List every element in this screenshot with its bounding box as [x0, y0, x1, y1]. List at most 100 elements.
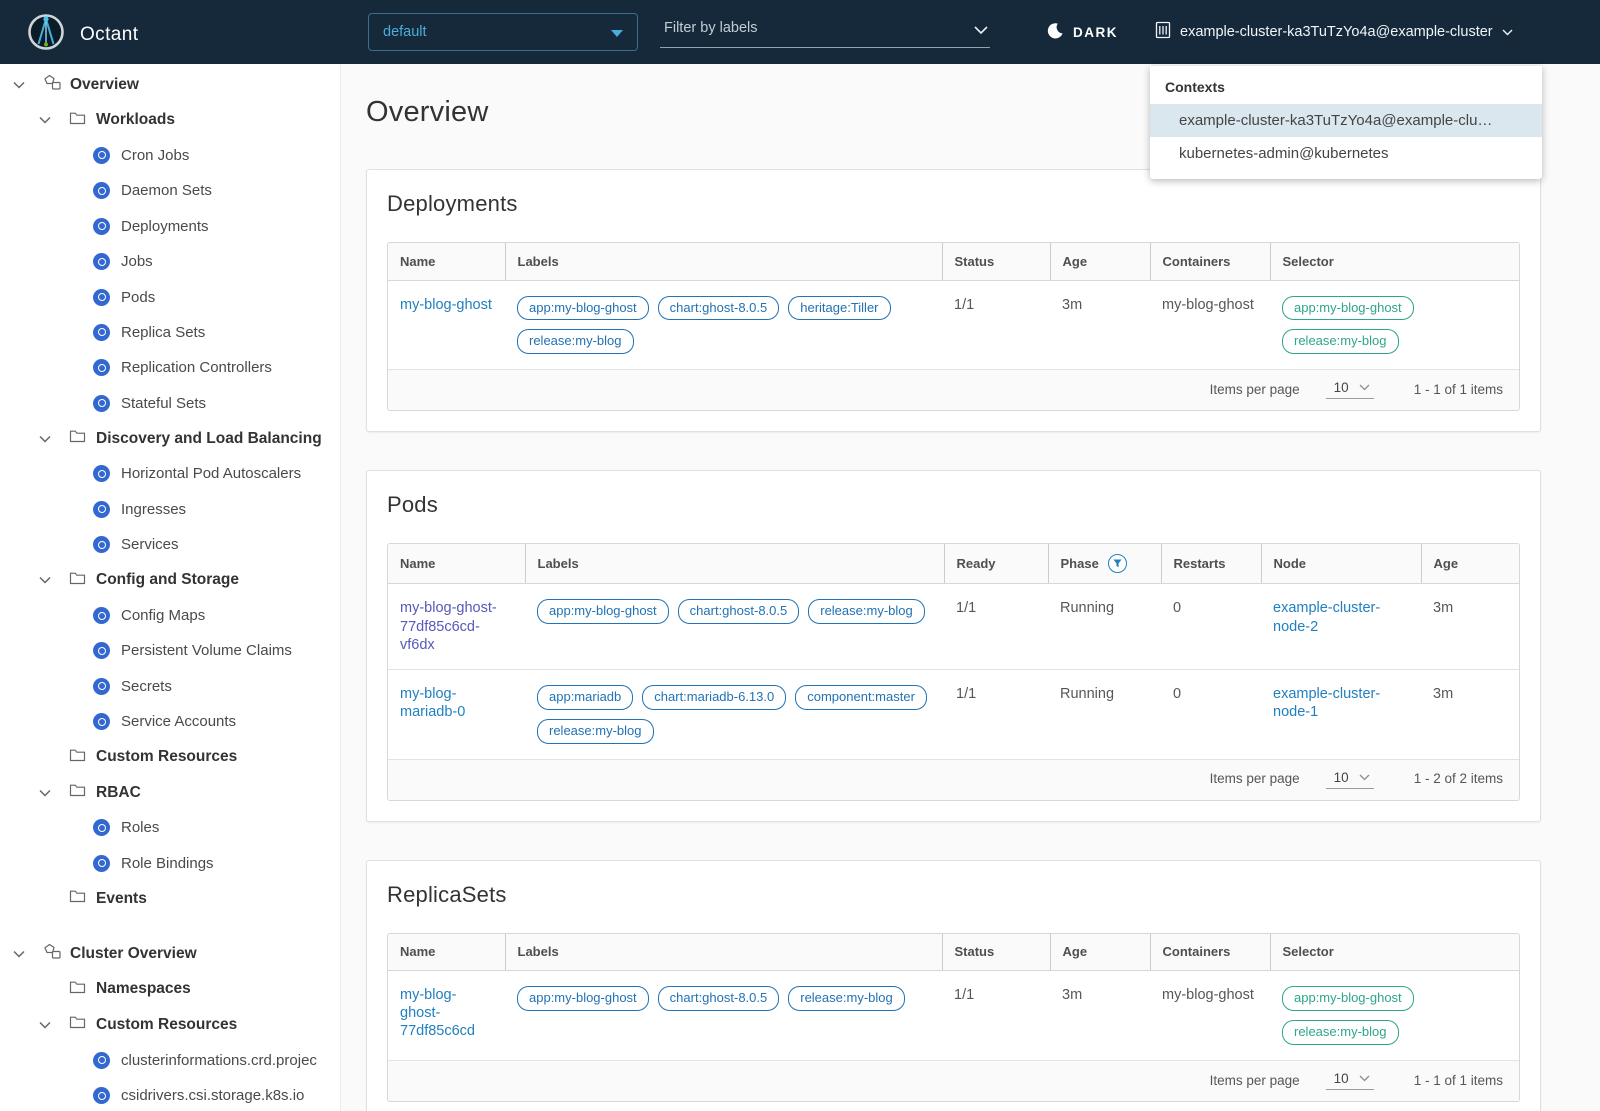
- column-header[interactable]: Node: [1260, 544, 1421, 585]
- column-header[interactable]: Labels: [524, 544, 944, 585]
- label-pill[interactable]: release:my-blog: [808, 599, 925, 625]
- column-header[interactable]: Containers: [1149, 933, 1270, 972]
- sidebar-item-role-bindings[interactable]: Role Bindings: [0, 846, 340, 881]
- replicaset-name-link[interactable]: my-blog-ghost-77df85c6cd: [400, 987, 475, 1040]
- column-header[interactable]: Age: [1049, 243, 1150, 281]
- chevron-down-icon[interactable]: [38, 789, 52, 797]
- page-size-select[interactable]: 10: [1325, 769, 1374, 789]
- selector-pill[interactable]: release:my-blog: [1282, 1020, 1399, 1045]
- sidebar-item-discovery-load-balancing[interactable]: Discovery and Load Balancing: [0, 421, 340, 456]
- containers-cell: my-blog-ghost: [1162, 296, 1254, 313]
- sidebar-item-config-and-storage[interactable]: Config and Storage: [0, 562, 340, 597]
- column-header[interactable]: Phase: [1047, 544, 1161, 585]
- label-pill[interactable]: app:mariadb: [537, 684, 634, 710]
- deployment-name-link[interactable]: my-blog-ghost: [400, 296, 492, 313]
- chevron-down-icon[interactable]: [12, 950, 26, 958]
- sidebar-item-csidrivers[interactable]: csidrivers.csi.storage.k8s.io: [0, 1078, 340, 1111]
- sidebar-item-custom-resources[interactable]: Custom Resources: [0, 739, 340, 774]
- context-selector[interactable]: example-cluster-ka3TuTzYo4a@example-clus…: [1155, 0, 1513, 64]
- chevron-down-icon[interactable]: [38, 1021, 52, 1029]
- sidebar-item-workloads[interactable]: Workloads: [0, 102, 340, 137]
- label-pill[interactable]: chart:mariadb-6.13.0: [642, 684, 787, 710]
- chevron-down-icon[interactable]: [12, 81, 26, 89]
- sidebar-item-overview[interactable]: Overview: [0, 67, 340, 102]
- label-filter: [660, 14, 990, 48]
- label-pill[interactable]: component:master: [795, 684, 927, 710]
- sidebar-item-namespaces[interactable]: Namespaces: [0, 972, 340, 1007]
- folder-icon: [69, 429, 86, 448]
- jobs-icon: [93, 253, 110, 271]
- page-size-select[interactable]: 10: [1325, 379, 1374, 400]
- column-header[interactable]: Containers: [1149, 243, 1270, 281]
- sidebar-item-events[interactable]: Events: [0, 881, 340, 916]
- chevron-down-icon[interactable]: [38, 116, 52, 124]
- column-header[interactable]: Labels: [504, 933, 942, 972]
- table-pagination: Items per page 10 1 - 2 of 2 items: [388, 758, 1519, 800]
- sidebar-item-services[interactable]: Services: [0, 527, 340, 562]
- dark-theme-toggle[interactable]: DARK: [1046, 0, 1118, 64]
- column-header[interactable]: Age: [1049, 933, 1150, 972]
- selector-pill[interactable]: release:my-blog: [1282, 329, 1399, 355]
- column-header[interactable]: Ready: [943, 544, 1048, 585]
- label-pill[interactable]: release:my-blog: [537, 718, 654, 744]
- sidebar-item-ingresses[interactable]: Ingresses: [0, 492, 340, 527]
- sidebar-item-stateful-sets[interactable]: Stateful Sets: [0, 386, 340, 421]
- sidebar-item-cron-jobs[interactable]: Cron Jobs: [0, 138, 340, 173]
- sidebar-item-service-accounts[interactable]: Service Accounts: [0, 704, 340, 739]
- label-pill[interactable]: chart:ghost-8.0.5: [657, 986, 780, 1012]
- sidebar-item-jobs[interactable]: Jobs: [0, 244, 340, 279]
- column-header[interactable]: Selector: [1269, 243, 1519, 281]
- age-cell: 3m: [1433, 600, 1454, 617]
- label-filter-input[interactable]: [660, 14, 990, 48]
- sidebar-item-config-maps[interactable]: Config Maps: [0, 598, 340, 633]
- node-link[interactable]: example-cluster-node-1: [1273, 685, 1381, 720]
- selector-pill[interactable]: app:my-blog-ghost: [1282, 986, 1414, 1012]
- namespace-select[interactable]: default: [368, 13, 638, 51]
- label-pill[interactable]: chart:ghost-8.0.5: [657, 295, 780, 321]
- label-pill[interactable]: heritage:Tiller: [788, 295, 891, 321]
- table-row: my-blog-mariadb-0 app:mariadb chart:mari…: [388, 668, 1519, 759]
- column-header[interactable]: Status: [941, 243, 1050, 281]
- pods-table: Name Labels Ready Phase Restarts Node Ag…: [387, 543, 1520, 801]
- chevron-down-icon[interactable]: [38, 576, 52, 584]
- column-header[interactable]: Selector: [1269, 933, 1519, 972]
- label-pill[interactable]: app:my-blog-ghost: [517, 986, 649, 1012]
- page-size-select[interactable]: 10: [1325, 1070, 1374, 1090]
- sidebar-item-secrets[interactable]: Secrets: [0, 669, 340, 704]
- sidebar-item-roles[interactable]: Roles: [0, 810, 340, 845]
- selector-pill[interactable]: app:my-blog-ghost: [1282, 295, 1414, 321]
- sidebar-item-cluster-custom-resources[interactable]: Custom Resources: [0, 1007, 340, 1042]
- label-pill[interactable]: app:my-blog-ghost: [537, 599, 669, 625]
- label-pill[interactable]: app:my-blog-ghost: [517, 295, 649, 321]
- filter-funnel-icon[interactable]: [1107, 554, 1127, 574]
- chevron-down-icon[interactable]: [38, 435, 52, 443]
- column-header[interactable]: Name: [388, 544, 525, 585]
- sidebar-item-pods[interactable]: Pods: [0, 279, 340, 314]
- column-header[interactable]: Age: [1420, 544, 1519, 585]
- sidebar-item-deployments[interactable]: Deployments: [0, 209, 340, 244]
- age-cell: 3m: [1062, 987, 1083, 1004]
- column-header[interactable]: Restarts: [1160, 544, 1261, 585]
- column-header[interactable]: Status: [941, 933, 1050, 972]
- status-cell: 1/1: [954, 987, 975, 1004]
- context-menu-item[interactable]: example-cluster-ka3TuTzYo4a@example-clu…: [1150, 104, 1542, 137]
- label-pill[interactable]: chart:ghost-8.0.5: [677, 599, 800, 625]
- sidebar-item-replica-sets[interactable]: Replica Sets: [0, 315, 340, 350]
- sidebar-item-cluster-overview[interactable]: Cluster Overview: [0, 936, 340, 971]
- chevron-down-icon[interactable]: [974, 22, 988, 40]
- node-link[interactable]: example-cluster-node-2: [1273, 600, 1381, 635]
- sidebar-item-daemon-sets[interactable]: Daemon Sets: [0, 173, 340, 208]
- column-header[interactable]: Name: [388, 933, 505, 972]
- column-header[interactable]: Name: [388, 243, 505, 281]
- pod-name-link[interactable]: my-blog-mariadb-0: [400, 685, 466, 720]
- column-header[interactable]: Labels: [504, 243, 942, 281]
- label-pill[interactable]: release:my-blog: [517, 329, 634, 355]
- sidebar-item-persistent-volume-claims[interactable]: Persistent Volume Claims: [0, 633, 340, 668]
- sidebar-item-rbac[interactable]: RBAC: [0, 775, 340, 810]
- context-menu-item[interactable]: kubernetes-admin@kubernetes: [1179, 145, 1389, 162]
- pod-name-link[interactable]: my-blog-ghost-77df85c6cd-vf6dx: [400, 600, 497, 653]
- sidebar-item-horizontal-pod-autoscalers[interactable]: Horizontal Pod Autoscalers: [0, 456, 340, 491]
- sidebar-item-replication-controllers[interactable]: Replication Controllers: [0, 350, 340, 385]
- sidebar-item-clusterinformations[interactable]: clusterinformations.crd.projec: [0, 1043, 340, 1078]
- label-pill[interactable]: release:my-blog: [788, 986, 905, 1012]
